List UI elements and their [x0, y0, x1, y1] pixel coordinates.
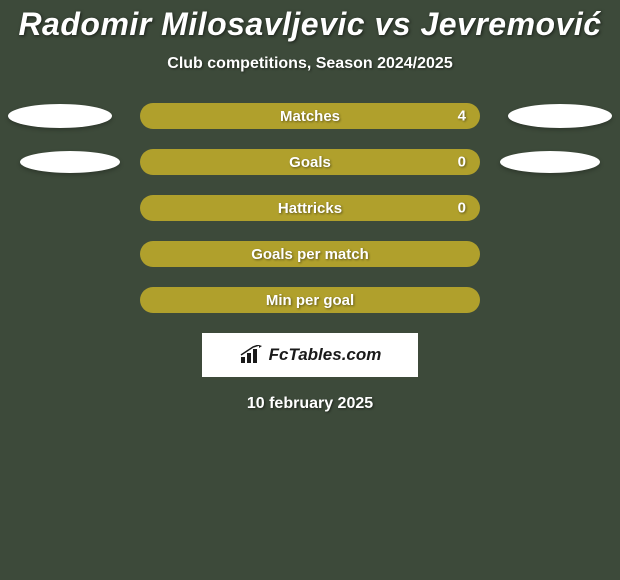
stat-label: Matches	[280, 108, 340, 125]
date-label: 10 february 2025	[0, 395, 620, 413]
chart-icon	[239, 345, 263, 365]
stat-row: Goals 0	[0, 149, 620, 175]
stat-row: Goals per match	[0, 241, 620, 267]
logo-box: FcTables.com	[202, 333, 418, 377]
stat-value: 0	[458, 200, 466, 217]
stat-value: 0	[458, 154, 466, 171]
stat-bar: Matches 4	[140, 103, 480, 129]
left-disc	[20, 151, 120, 173]
page-title: Radomir Milosavljevic vs Jevremović	[0, 6, 620, 43]
stat-bar: Min per goal	[140, 287, 480, 313]
stat-rows: Matches 4 Goals 0 Hattricks 0 Goals per match M…	[0, 103, 620, 313]
stat-label: Min per goal	[266, 292, 354, 309]
stat-row: Min per goal	[0, 287, 620, 313]
logo-text: FcTables.com	[269, 345, 382, 365]
subtitle: Club competitions, Season 2024/2025	[0, 55, 620, 73]
right-disc	[508, 104, 612, 128]
stat-label: Goals per match	[251, 246, 369, 263]
stat-bar: Goals 0	[140, 149, 480, 175]
stat-row: Hattricks 0	[0, 195, 620, 221]
stat-label: Goals	[289, 154, 331, 171]
stat-label: Hattricks	[278, 200, 342, 217]
right-disc	[500, 151, 600, 173]
stat-bar: Hattricks 0	[140, 195, 480, 221]
stat-row: Matches 4	[0, 103, 620, 129]
stat-bar: Goals per match	[140, 241, 480, 267]
stat-value: 4	[458, 108, 466, 125]
left-disc	[8, 104, 112, 128]
content-wrapper: Radomir Milosavljevic vs Jevremović Club…	[0, 0, 620, 413]
